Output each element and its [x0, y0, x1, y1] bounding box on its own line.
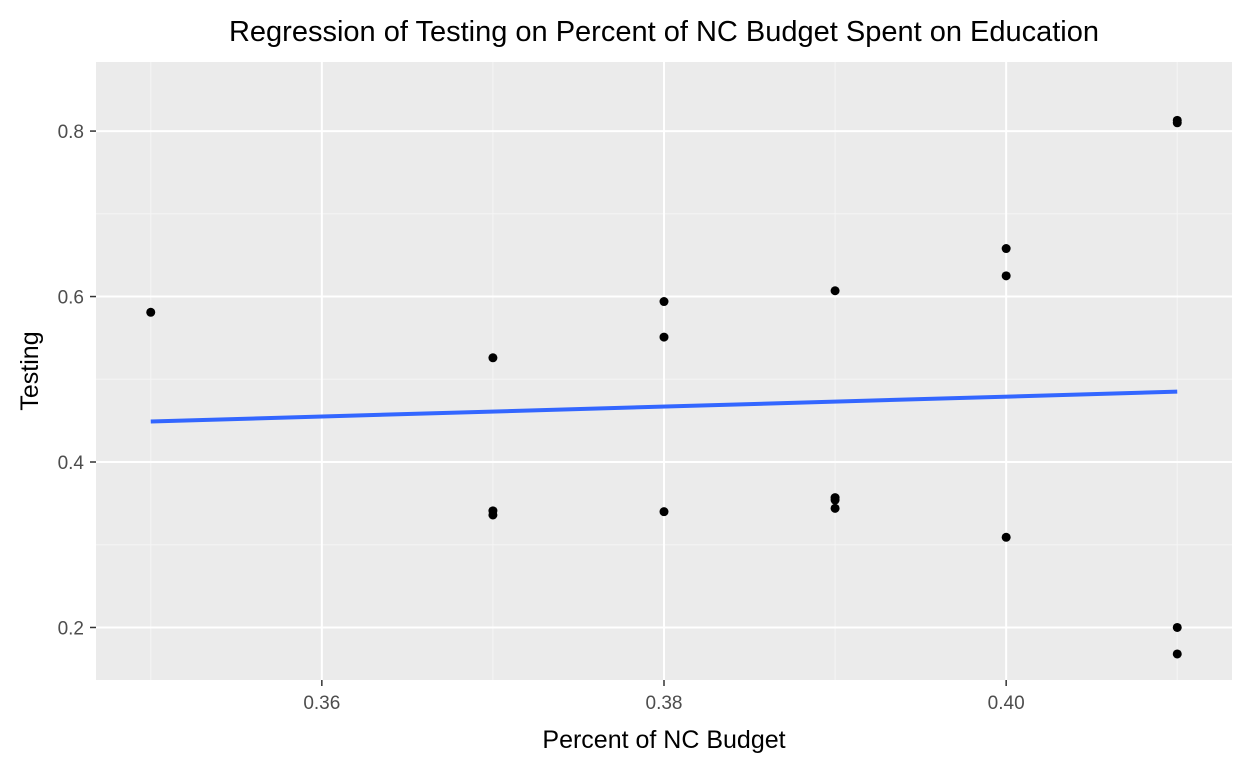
data-point	[1001, 244, 1011, 254]
data-point	[488, 510, 498, 520]
y-tick-label: 0.6	[58, 288, 84, 309]
data-point	[830, 495, 840, 505]
x-axis: 0.36 0.38 0.40	[303, 680, 1025, 714]
data-point	[1172, 649, 1182, 659]
x-tick-label: 0.36	[303, 693, 340, 714]
y-tick-label: 0.4	[58, 453, 85, 474]
data-point	[830, 286, 840, 296]
x-axis-title: Percent of NC Budget	[542, 726, 785, 754]
data-point	[1001, 271, 1011, 281]
y-axis: 0.2 0.4 0.6 0.8	[58, 122, 96, 639]
data-point	[1172, 118, 1182, 128]
data-point	[659, 507, 669, 517]
points-layer	[146, 115, 1182, 659]
data-point	[830, 503, 840, 513]
data-point	[488, 353, 498, 363]
regression-line	[150, 389, 1178, 424]
data-point	[659, 297, 669, 307]
grid-major	[96, 62, 1232, 680]
y-tick-label: 0.2	[58, 618, 84, 639]
regression-layer	[150, 389, 1178, 424]
data-point	[146, 307, 156, 317]
data-point	[659, 332, 669, 342]
x-tick-label: 0.38	[646, 693, 683, 714]
data-point	[1172, 622, 1182, 632]
chart-title: Regression of Testing on Percent of NC B…	[229, 16, 1099, 48]
x-tick-label: 0.40	[988, 693, 1025, 714]
y-tick-label: 0.8	[58, 122, 84, 143]
y-axis-title: Testing	[16, 331, 44, 410]
data-point	[1001, 532, 1011, 542]
